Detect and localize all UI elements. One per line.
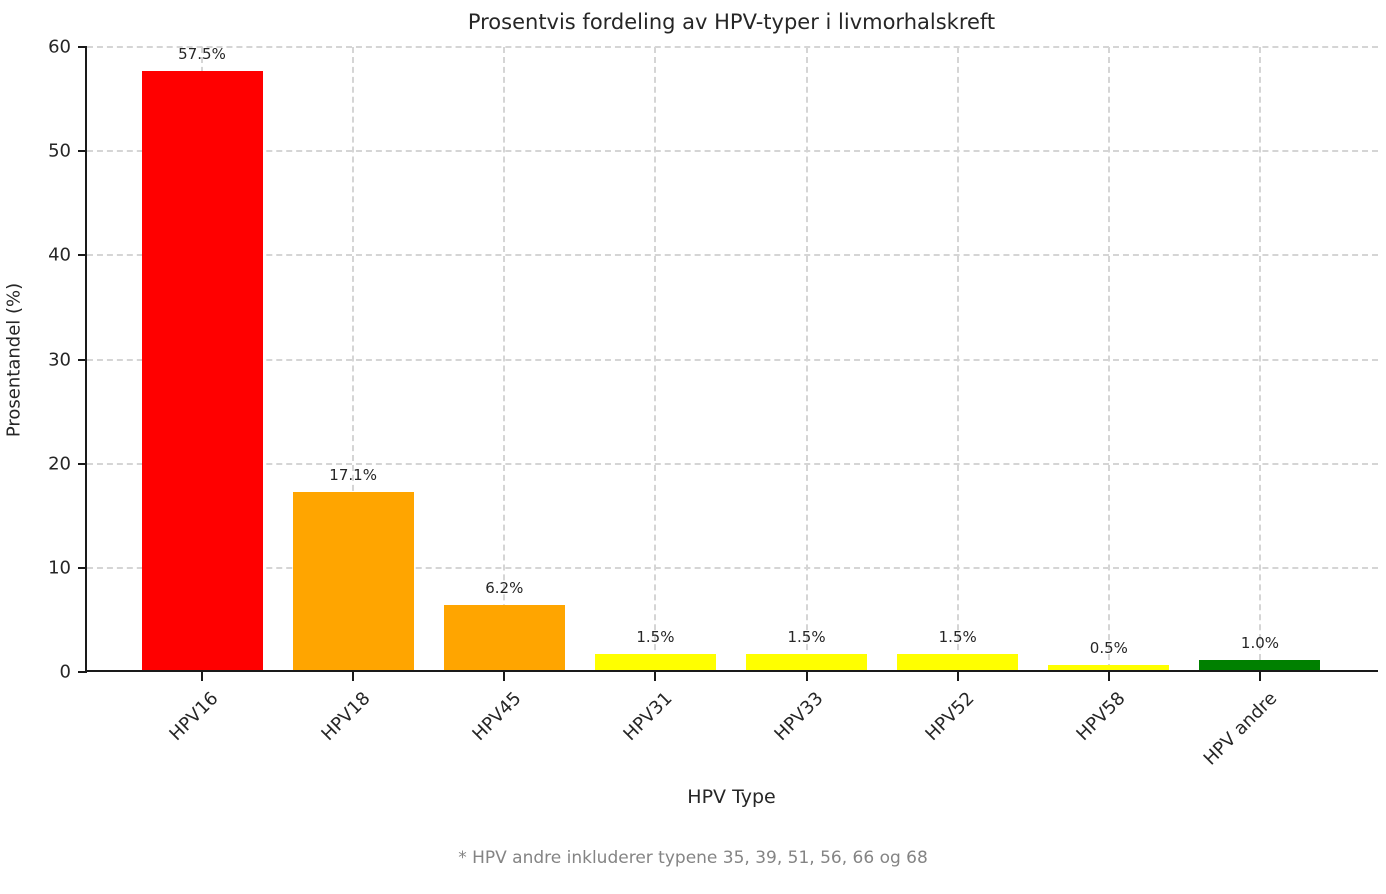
x-gridline <box>654 47 657 670</box>
y-tick-label: 60 <box>48 36 71 58</box>
y-tick-label: 50 <box>48 140 71 162</box>
bar-value-label: 57.5% <box>178 45 226 64</box>
x-tick-label: HPV31 <box>619 688 677 745</box>
y-tick-mark <box>78 566 87 569</box>
y-tick-label: 40 <box>48 244 71 266</box>
bar <box>292 491 414 670</box>
y-tick-mark <box>78 46 87 48</box>
x-tick-label: HPV16 <box>165 688 223 745</box>
x-tick-label: HPV52 <box>921 688 979 745</box>
y-gridline <box>87 566 1378 569</box>
x-tick-mark <box>805 672 808 681</box>
x-tick-label: HPV33 <box>770 688 828 745</box>
x-tick-mark <box>956 672 959 681</box>
bar <box>1048 664 1170 670</box>
y-tick-mark <box>78 254 87 257</box>
y-tick-label: 10 <box>48 557 71 579</box>
bar <box>443 605 565 670</box>
x-tick-mark <box>1258 672 1261 681</box>
x-gridline <box>1107 47 1110 670</box>
x-axis-label: HPV Type <box>687 786 776 808</box>
x-gridline <box>503 47 506 670</box>
x-gridline <box>352 47 355 670</box>
bar-value-label: 0.5% <box>1089 638 1128 657</box>
bar-value-label: 1.5% <box>636 628 675 647</box>
x-tick-label: HPV45 <box>468 688 526 745</box>
bar-value-label: 1.0% <box>1240 633 1280 652</box>
bar-value-label: 1.5% <box>938 628 977 647</box>
chart-title: Prosentvis fordeling av HPV-typer i livm… <box>467 10 996 34</box>
footnote: * HPV andre inkluderer typene 35, 39, 51… <box>458 848 928 868</box>
y-gridline <box>87 254 1378 257</box>
plot-area: 0 10 20 30 40 50 60 57.5% HPV16 17.1% HPV18 6.2% HPV… <box>48 37 1378 770</box>
x-gridline <box>956 47 959 670</box>
bar <box>897 654 1019 670</box>
y-gridline <box>87 46 1378 48</box>
y-gridline <box>87 358 1378 361</box>
y-tick-mark <box>78 150 87 153</box>
x-gridline <box>805 47 808 670</box>
y-gridline <box>87 462 1378 465</box>
bar <box>746 654 868 670</box>
x-gridline <box>1258 47 1261 670</box>
x-tick-mark <box>1107 672 1110 681</box>
y-tick-mark <box>78 462 87 465</box>
y-tick-label: 30 <box>48 349 71 370</box>
y-axis-label: Prosentandel (%) <box>3 282 25 438</box>
bar-value-label: 1.5% <box>787 628 826 647</box>
bar <box>1199 659 1321 670</box>
x-tick-label: HPV andre <box>1199 688 1281 770</box>
bar <box>141 71 263 670</box>
y-tick-label: 0 <box>59 661 71 683</box>
x-tick-label: HPV18 <box>316 688 374 745</box>
y-tick-label: 20 <box>48 453 71 475</box>
bar <box>594 654 716 670</box>
y-gridline <box>87 150 1378 153</box>
y-tick-mark <box>78 358 87 361</box>
x-tick-label: HPV58 <box>1072 688 1130 745</box>
bar-value-label: 17.1% <box>329 465 377 484</box>
bar-value-label: 6.2% <box>485 579 524 598</box>
x-tick-mark <box>352 672 355 681</box>
y-tick-mark <box>78 671 87 673</box>
x-tick-mark <box>654 672 657 681</box>
x-tick-mark <box>503 672 506 681</box>
x-tick-mark <box>201 672 203 681</box>
